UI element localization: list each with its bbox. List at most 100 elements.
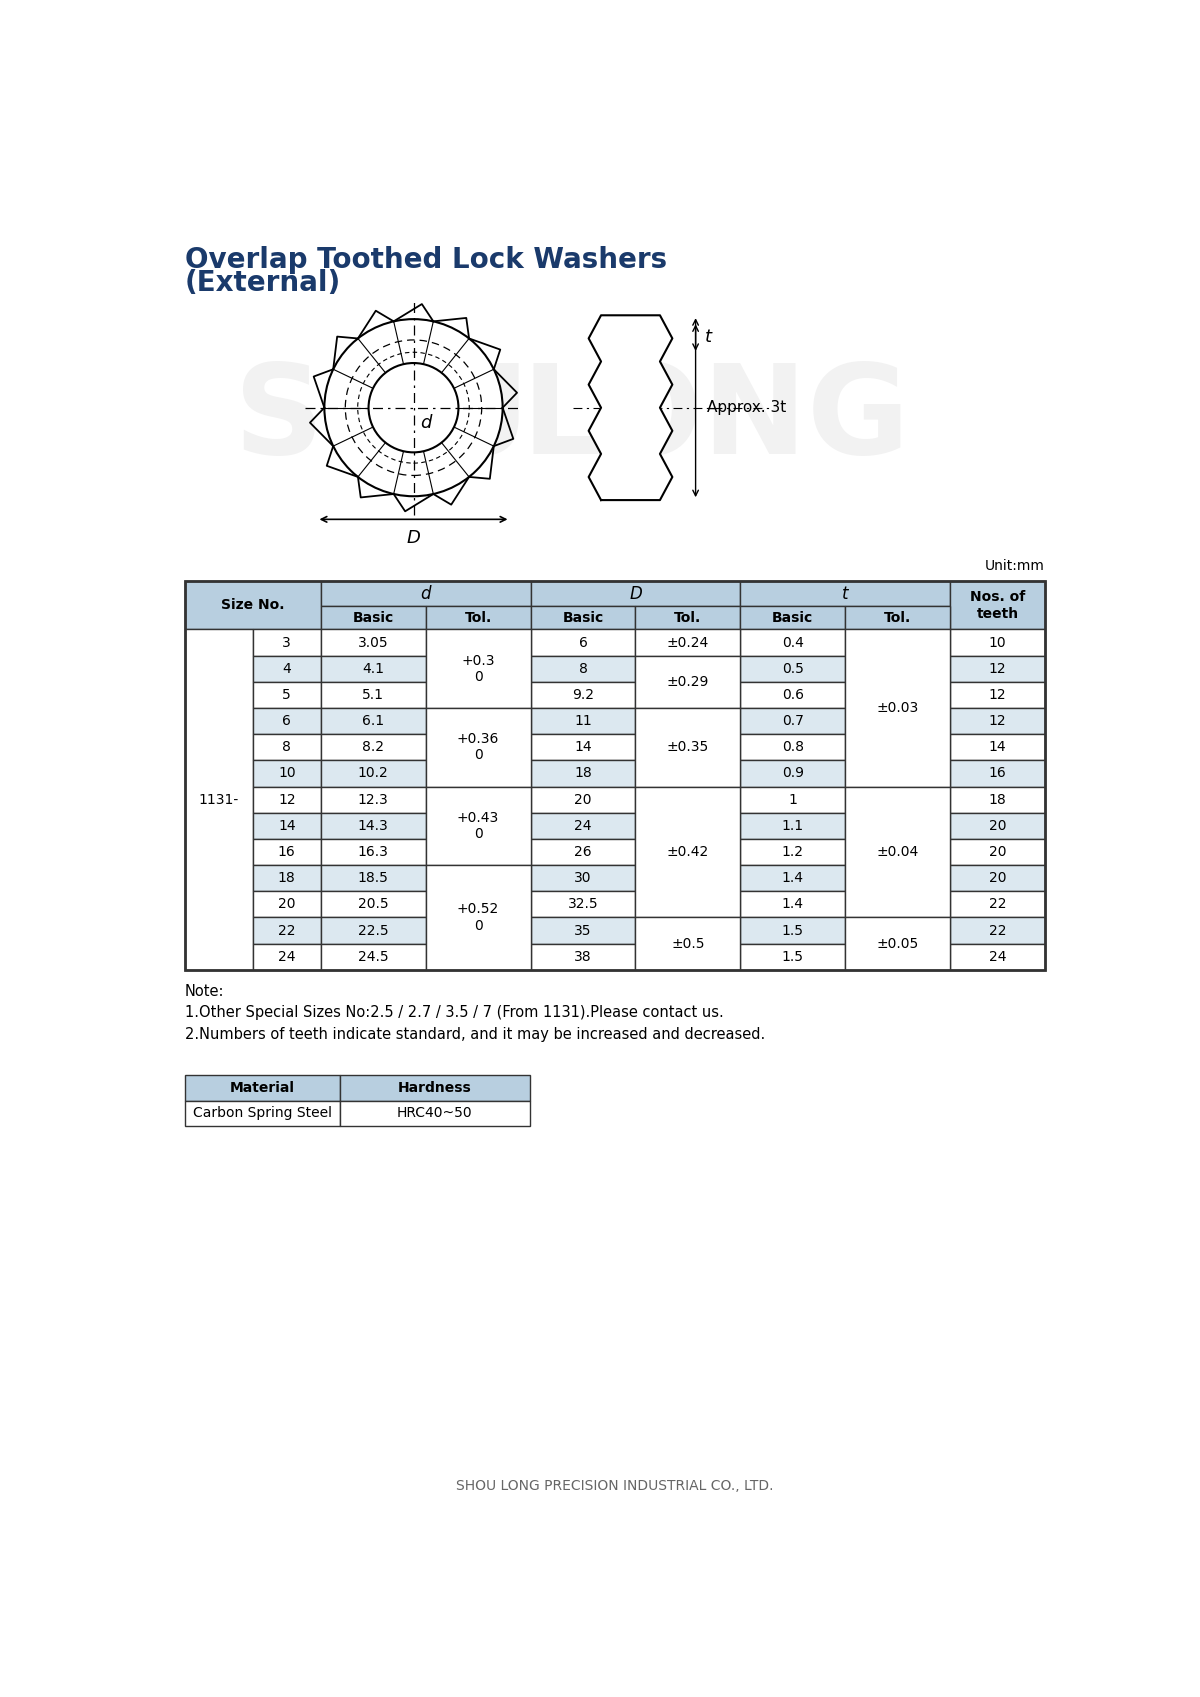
Text: +0.3
0: +0.3 0 (461, 653, 494, 684)
Bar (340, 1101, 529, 1127)
Bar (253, 655, 320, 682)
Bar (320, 580, 530, 606)
Text: 1.Other Special Sizes No:2.5 / 2.7 / 3.5 / 7 (From 1131).Please contact us.: 1.Other Special Sizes No:2.5 / 2.7 / 3.5… (185, 1005, 724, 1020)
Bar (253, 708, 320, 735)
Text: SHOU LONG PRECISION INDUSTRIAL CO., LTD.: SHOU LONG PRECISION INDUSTRIAL CO., LTD. (456, 1478, 774, 1493)
Text: 12: 12 (989, 714, 1007, 728)
Bar (636, 786, 740, 918)
Bar (950, 580, 1045, 630)
Text: 16: 16 (278, 845, 295, 859)
Bar (530, 760, 636, 786)
Bar (950, 918, 1045, 944)
Text: SHU: SHU (234, 358, 530, 480)
Bar (950, 760, 1045, 786)
Bar (530, 813, 636, 838)
Text: 18: 18 (989, 792, 1007, 806)
Text: 8: 8 (282, 740, 292, 753)
Text: ±0.29: ±0.29 (667, 675, 709, 689)
Text: Basic: Basic (353, 611, 394, 624)
Text: 10.2: 10.2 (358, 767, 389, 781)
Bar (740, 606, 845, 630)
Text: 0.8: 0.8 (782, 740, 804, 753)
Text: 12: 12 (278, 792, 295, 806)
Bar (320, 865, 426, 891)
Bar (845, 786, 950, 918)
Text: 18: 18 (278, 871, 295, 886)
Bar (426, 708, 530, 786)
Text: Overlap Toothed Lock Washers: Overlap Toothed Lock Washers (185, 246, 667, 273)
Bar (950, 865, 1045, 891)
Bar (636, 918, 740, 969)
Text: 10: 10 (989, 636, 1007, 650)
Bar (740, 580, 950, 606)
Text: HRC40~50: HRC40~50 (397, 1106, 473, 1120)
Bar (320, 708, 426, 735)
Text: Note:: Note: (185, 984, 224, 1000)
Bar (530, 682, 636, 708)
Text: 8.2: 8.2 (362, 740, 384, 753)
Text: 18: 18 (574, 767, 592, 781)
Bar (950, 708, 1045, 735)
Bar (740, 682, 845, 708)
Bar (530, 944, 636, 969)
Text: ±0.05: ±0.05 (877, 937, 919, 950)
Bar (530, 918, 636, 944)
Text: t: t (704, 328, 712, 346)
Text: 22.5: 22.5 (358, 923, 389, 937)
Text: 24.5: 24.5 (358, 950, 389, 964)
Text: Tol.: Tol. (464, 611, 492, 624)
Text: +0.36
0: +0.36 0 (457, 731, 499, 762)
Bar (253, 786, 320, 813)
Text: 18.5: 18.5 (358, 871, 389, 886)
Text: 10: 10 (278, 767, 295, 781)
Bar (950, 786, 1045, 813)
Text: +0.52
0: +0.52 0 (457, 903, 499, 933)
Text: Tol.: Tol. (674, 611, 702, 624)
Text: Hardness: Hardness (398, 1081, 472, 1095)
Text: ±0.03: ±0.03 (877, 701, 919, 714)
Text: d: d (420, 585, 431, 602)
Text: 0.6: 0.6 (782, 687, 804, 703)
Bar (185, 580, 320, 630)
Text: ±0.24: ±0.24 (667, 636, 709, 650)
Bar (530, 708, 636, 735)
Bar (253, 735, 320, 760)
Bar (950, 682, 1045, 708)
Bar (740, 630, 845, 655)
Text: 14: 14 (989, 740, 1007, 753)
Text: Carbon Spring Steel: Carbon Spring Steel (193, 1106, 332, 1120)
Text: 14.3: 14.3 (358, 818, 389, 833)
Text: 1.4: 1.4 (782, 871, 804, 886)
Bar (320, 838, 426, 865)
Text: Material: Material (230, 1081, 295, 1095)
Text: 11: 11 (574, 714, 592, 728)
Bar (950, 735, 1045, 760)
Bar (185, 630, 253, 969)
Bar (320, 813, 426, 838)
Text: 3: 3 (282, 636, 292, 650)
Text: ±0.35: ±0.35 (667, 740, 709, 753)
Text: 4.1: 4.1 (362, 662, 384, 675)
Bar (253, 813, 320, 838)
Bar (185, 1101, 340, 1127)
Bar (253, 944, 320, 969)
Text: Basic: Basic (773, 611, 814, 624)
Text: 38: 38 (575, 950, 592, 964)
Text: Size No.: Size No. (221, 599, 284, 613)
Bar (530, 786, 636, 813)
Text: ±0.42: ±0.42 (667, 845, 709, 859)
Text: D: D (629, 585, 642, 602)
Bar (320, 944, 426, 969)
Text: Nos. of
teeth: Nos. of teeth (970, 589, 1025, 621)
Circle shape (368, 363, 458, 453)
Text: 2.Numbers of teeth indicate standard, and it may be increased and decreased.: 2.Numbers of teeth indicate standard, an… (185, 1027, 766, 1042)
Bar (253, 865, 320, 891)
Bar (845, 606, 950, 630)
Text: 4: 4 (282, 662, 292, 675)
Bar (530, 865, 636, 891)
Text: 32.5: 32.5 (568, 898, 599, 911)
Bar (740, 838, 845, 865)
Bar (253, 891, 320, 918)
Text: (External): (External) (185, 270, 341, 297)
Bar (530, 655, 636, 682)
